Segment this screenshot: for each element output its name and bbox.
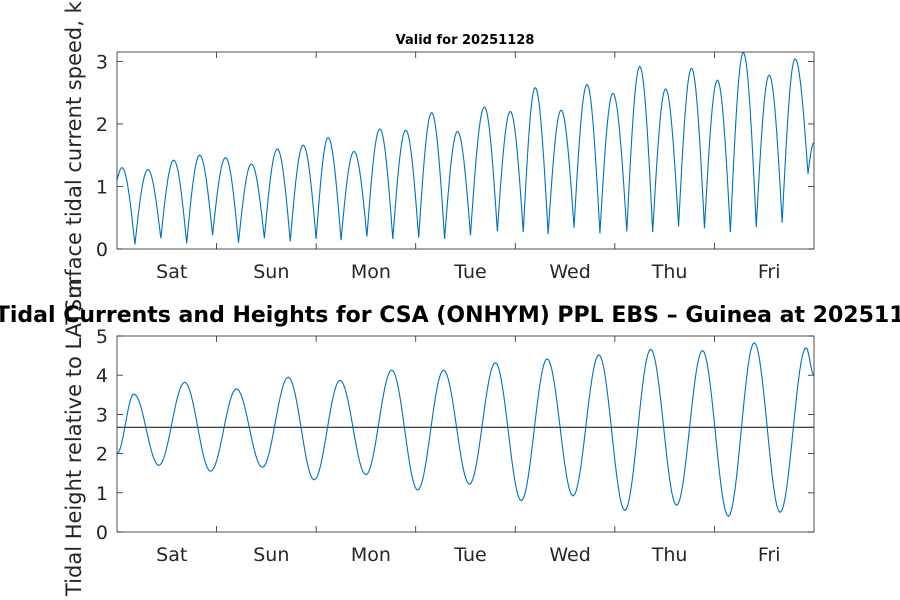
height-x-tick-label: Mon [351,544,391,566]
current-x-tick-label: Sat [156,261,187,283]
height-axes-box [116,335,815,533]
height-x-tick-label: Thu [651,544,688,566]
current-x-tick-label: Wed [549,261,590,283]
current-y-tick-label: 3 [96,51,108,73]
current-x-tick-label: Sun [253,261,289,283]
current-x-tick-label: Tue [453,261,486,283]
current-speed-line [116,51,815,245]
current-y-tick-label: 0 [96,239,108,261]
current-y-tick-label: 2 [96,114,108,136]
height-y-tick-label: 3 [96,404,108,426]
height-x-tick-label: Fri [758,544,781,566]
height-y-tick-label: 4 [96,365,108,387]
current-y-axis-label: Surface tidal current speed, kn [62,0,86,312]
current-plot-area [117,52,814,249]
height-y-tick-label: 2 [96,444,108,466]
height-y-tick-label: 1 [96,483,108,505]
height-x-tick-label: Tue [453,544,486,566]
current-y-tick-label: 1 [96,176,108,198]
tidal-height-line [116,341,815,518]
height-x-tick-label: Sat [156,544,187,566]
current-x-tick-label: Thu [651,261,688,283]
current-speed-panel: 0 1 2 3 Sat Sun Mon Tue Wed Thu Fri Valid for 2025… [96,33,815,283]
main-title: Tidal Currents and Heights for CSA (ONHY… [0,303,900,328]
height-y-axis-label: Tidal Height relative to LAT, m [62,278,86,597]
height-plot-area [117,336,814,532]
height-y-tick-label: 0 [96,522,108,544]
height-x-tick-label: Sun [253,544,289,566]
height-y-tick-label: 5 [96,326,108,348]
height-tick-labels: 0 1 2 3 4 5 Sat Sun Mon Tue Wed Thu Fri [96,326,781,566]
current-panel-title: Valid for 20251128 [396,33,535,48]
current-x-tick-label: Fri [758,261,781,283]
tidal-height-panel: 0 1 2 3 4 5 Sat Sun Mon Tue Wed Thu Fri [96,326,815,566]
current-axes-box [116,51,815,250]
current-ticks [117,52,814,250]
height-x-tick-label: Wed [549,544,590,566]
current-x-tick-label: Mon [351,261,391,283]
current-tick-labels: 0 1 2 3 Sat Sun Mon Tue Wed Thu Fri [96,51,781,283]
